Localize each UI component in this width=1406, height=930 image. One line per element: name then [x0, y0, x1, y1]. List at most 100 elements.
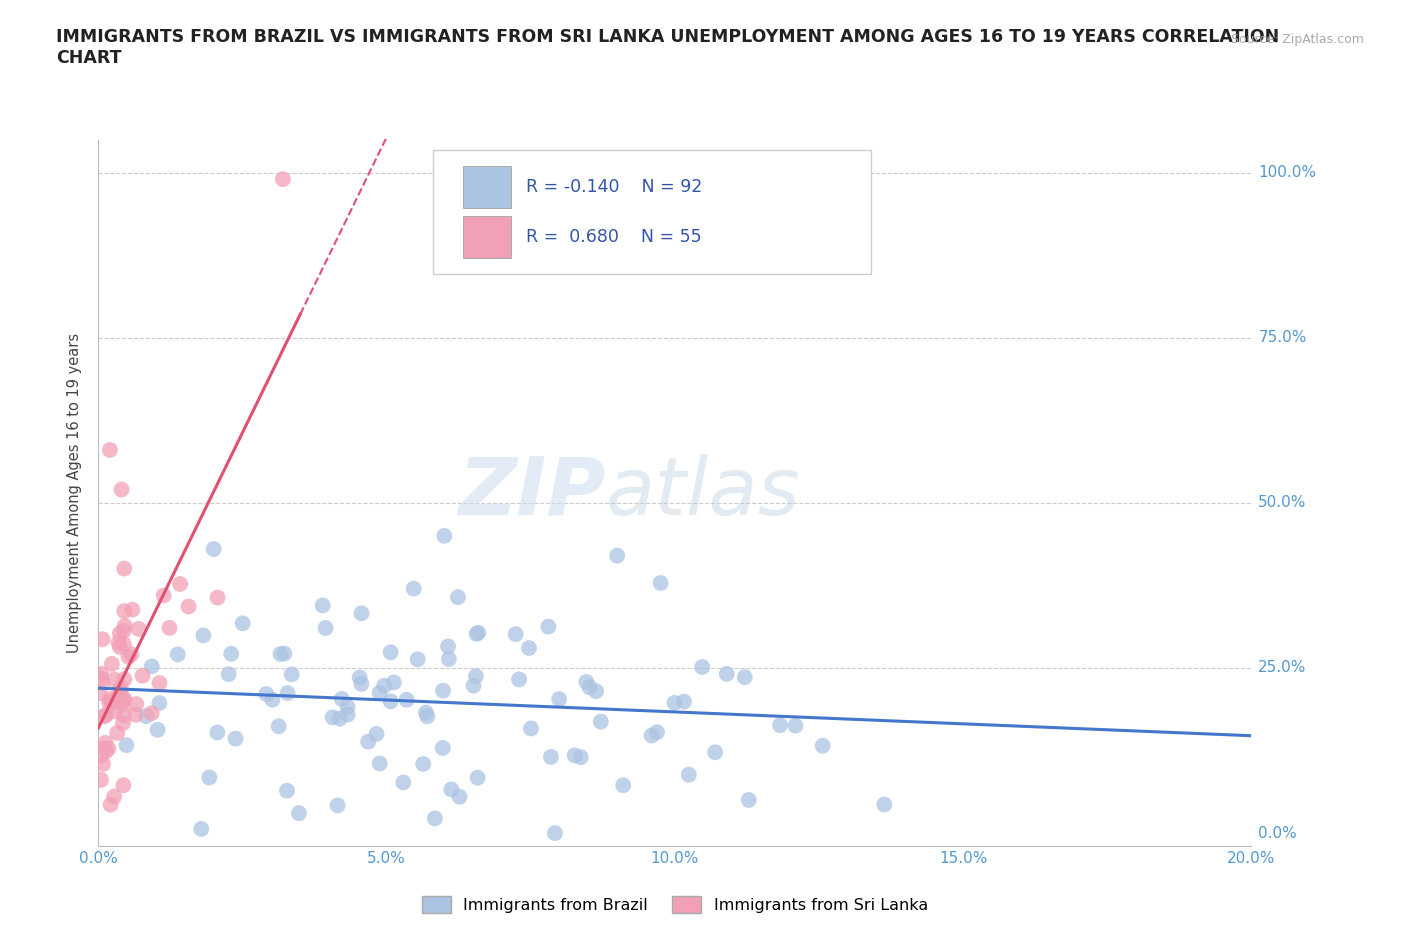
Text: 50.0%: 50.0%	[1258, 496, 1306, 511]
Point	[198, 770, 221, 785]
Point	[437, 652, 460, 667]
Point	[128, 621, 150, 636]
Point	[112, 623, 135, 638]
Text: 100.0%: 100.0%	[1258, 165, 1316, 180]
Point	[97, 741, 120, 756]
Text: 75.0%: 75.0%	[1258, 330, 1306, 345]
Point	[564, 748, 586, 763]
Point	[330, 691, 353, 706]
Point	[315, 620, 337, 635]
Point	[373, 678, 395, 693]
Point	[107, 635, 129, 650]
Point	[432, 684, 454, 698]
Point	[93, 709, 115, 724]
Point	[112, 777, 135, 792]
Point	[94, 736, 117, 751]
Point	[112, 697, 135, 711]
Point	[392, 775, 415, 790]
Point	[738, 792, 761, 807]
Point	[505, 627, 527, 642]
Point	[190, 821, 212, 836]
Point	[103, 672, 125, 687]
Point	[105, 725, 128, 740]
Text: 25.0%: 25.0%	[1258, 660, 1306, 675]
Point	[664, 696, 686, 711]
Point	[380, 694, 402, 709]
Point	[336, 707, 359, 722]
Point	[785, 718, 807, 733]
Point	[368, 685, 391, 700]
Point	[437, 639, 460, 654]
Point	[329, 711, 352, 726]
Text: IMMIGRANTS FROM BRAZIL VS IMMIGRANTS FROM SRI LANKA UNEMPLOYMENT AMONG AGES 16 T: IMMIGRANTS FROM BRAZIL VS IMMIGRANTS FRO…	[56, 28, 1279, 67]
Point	[467, 625, 489, 640]
Point	[103, 790, 125, 804]
Point	[148, 696, 170, 711]
Point	[350, 606, 373, 621]
Point	[336, 699, 359, 714]
Point	[548, 692, 571, 707]
FancyBboxPatch shape	[463, 216, 512, 258]
Point	[811, 738, 834, 753]
Point	[115, 737, 138, 752]
Point	[449, 790, 471, 804]
Point	[112, 693, 135, 708]
Point	[112, 561, 135, 576]
Point	[225, 731, 247, 746]
Text: 0.0%: 0.0%	[1258, 826, 1298, 841]
Point	[96, 743, 118, 758]
Point	[91, 631, 114, 646]
Point	[121, 603, 143, 618]
Point	[254, 686, 277, 701]
Y-axis label: Unemployment Among Ages 16 to 19 years: Unemployment Among Ages 16 to 19 years	[67, 333, 83, 653]
Point	[146, 723, 169, 737]
Point	[270, 646, 292, 661]
Point	[276, 783, 298, 798]
Point	[650, 576, 672, 591]
Point	[350, 676, 373, 691]
Point	[312, 598, 335, 613]
Point	[114, 618, 136, 633]
Point	[640, 728, 662, 743]
Point	[89, 685, 111, 700]
Point	[412, 756, 434, 771]
Point	[232, 616, 254, 631]
Point	[98, 443, 121, 458]
Point	[520, 721, 543, 736]
Point	[578, 680, 600, 695]
Point	[117, 649, 139, 664]
Point	[202, 541, 225, 556]
Point	[322, 710, 344, 724]
Point	[415, 705, 437, 720]
Point	[612, 777, 634, 792]
Point	[366, 726, 388, 741]
Point	[606, 548, 628, 563]
Point	[114, 692, 136, 707]
Point	[112, 604, 135, 618]
Point	[382, 675, 405, 690]
Point	[271, 172, 294, 187]
Point	[416, 709, 439, 724]
Point	[433, 528, 456, 543]
Point	[716, 667, 738, 682]
Point	[262, 692, 284, 707]
Point	[101, 696, 124, 711]
Point	[288, 805, 311, 820]
Point	[112, 671, 135, 686]
Point	[169, 577, 191, 591]
Point	[349, 671, 371, 685]
Point	[101, 657, 124, 671]
Point	[357, 735, 380, 750]
Point	[575, 674, 598, 689]
Point	[166, 647, 188, 662]
Point	[537, 619, 560, 634]
Point	[90, 671, 112, 685]
Point	[108, 640, 131, 655]
Text: R = -0.140    N = 92: R = -0.140 N = 92	[526, 179, 703, 196]
Point	[177, 599, 200, 614]
Point	[90, 773, 112, 788]
Point	[589, 714, 612, 729]
Point	[91, 675, 114, 690]
Point	[93, 740, 115, 755]
Point	[141, 659, 163, 674]
